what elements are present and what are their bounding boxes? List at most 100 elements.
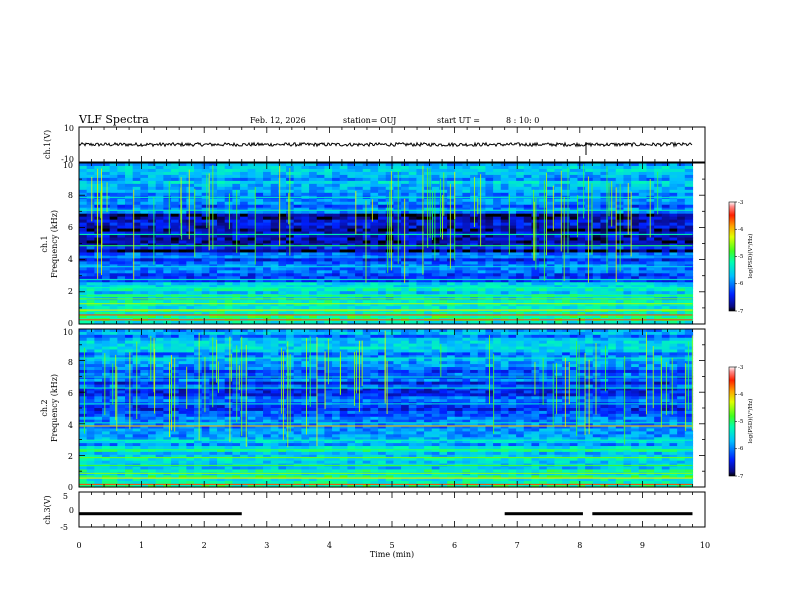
spectrogram-cell <box>316 279 325 283</box>
spectrogram-cell <box>148 315 157 319</box>
spectrogram-cell <box>539 267 548 271</box>
spectrogram-cell <box>186 168 195 173</box>
spectrogram-cell <box>324 180 333 185</box>
spectrogram-cell <box>370 273 379 277</box>
spectrogram-cell <box>347 210 356 215</box>
spectrogram-cell <box>171 306 180 310</box>
spectrogram-cell <box>194 276 203 280</box>
spectrogram-cell <box>316 231 325 236</box>
spectrogram-cell <box>255 207 264 212</box>
spectrogram-cell <box>263 315 272 319</box>
spectrogram-cell <box>117 261 126 265</box>
spectrogram-cell <box>516 288 525 292</box>
spectrogram-cell <box>301 207 310 212</box>
spectrogram-cell <box>102 174 111 179</box>
spectrogram-cell <box>163 198 172 203</box>
spectrogram-cell <box>408 222 418 227</box>
spectrogram-cell <box>677 207 686 212</box>
spectrogram-cell <box>355 165 364 170</box>
spectrogram-cell <box>255 261 264 265</box>
spectrogram-cell <box>378 337 387 342</box>
spectrogram-cell <box>531 273 540 277</box>
spectrogram-cell <box>278 171 287 176</box>
spectrogram-cell <box>608 273 617 277</box>
spectrogram-cell <box>684 303 694 307</box>
spectrogram-cell <box>393 183 402 188</box>
spectrogram-cell <box>278 204 287 209</box>
spectrogram-cell <box>577 240 586 245</box>
spectrogram-cell <box>370 225 379 230</box>
ch1-ylabel: ch.1(V) <box>43 130 52 159</box>
spectrogram-cell <box>163 303 172 307</box>
spectrogram-cell <box>263 201 272 206</box>
spectrogram-cell <box>654 306 663 310</box>
spectrogram-cell <box>194 171 203 176</box>
spectrogram-cell <box>439 168 448 173</box>
spectrogram-cell <box>661 291 671 295</box>
spectrogram-cell <box>569 267 579 271</box>
spectrogram-cell <box>585 329 594 333</box>
spectrogram-cell <box>171 189 180 194</box>
sferic <box>473 176 475 227</box>
spectrogram-cell <box>485 201 494 206</box>
spectrogram-cell <box>493 183 502 188</box>
spectrogram-cell <box>577 249 586 254</box>
spectrogram-cell <box>163 312 172 316</box>
spectrogram-cell <box>355 216 364 221</box>
spectrogram-cell <box>109 207 118 212</box>
spectrogram-cell <box>155 249 164 254</box>
spectrogram-cell <box>546 267 556 271</box>
spectrogram-cell <box>416 246 425 251</box>
spectrogram-cell <box>585 234 594 239</box>
spectrogram-cell <box>539 329 548 333</box>
spectrogram-cell <box>240 183 249 188</box>
spectrogram-cell <box>155 189 164 194</box>
spectrogram-cell <box>500 210 510 215</box>
spectrogram-cell <box>393 334 402 339</box>
spectrogram-cell <box>554 300 563 304</box>
spectrogram-cell <box>393 174 402 179</box>
spectrogram-cell <box>477 270 487 274</box>
spectrogram-cell <box>355 258 364 262</box>
spectrogram-cell <box>523 237 533 242</box>
spectrogram-cell <box>569 329 579 333</box>
spectrogram-cell <box>324 315 333 319</box>
spectrogram-cell <box>270 331 279 336</box>
spectrogram-cell <box>278 334 287 339</box>
spectrogram-cell <box>132 189 141 194</box>
spectrogram-cell <box>577 231 586 236</box>
spectrogram-cell <box>477 258 487 262</box>
spectrogram-cell <box>201 192 210 197</box>
spectrogram-cell <box>132 201 141 206</box>
spectrogram-cell <box>608 337 617 342</box>
spectrogram-cell <box>470 163 479 167</box>
spectrogram-cell <box>247 309 256 313</box>
spectrogram-cell <box>79 340 88 345</box>
spectrogram-cell <box>148 270 157 274</box>
spectrogram-cell <box>600 222 609 227</box>
spectrogram-cell <box>163 183 172 188</box>
spectrogram-cell <box>109 331 118 336</box>
sferic <box>608 182 610 217</box>
spectrogram-cell <box>615 334 625 339</box>
spectrogram-cell <box>163 315 172 319</box>
spectrogram-cell <box>240 210 249 215</box>
spectrogram-cell <box>255 303 264 307</box>
spectrogram-cell <box>631 180 640 185</box>
spectrogram-cell <box>600 216 609 221</box>
spectrogram-cell <box>309 270 318 274</box>
spectrogram-cell <box>79 279 88 283</box>
spectrogram-cell <box>332 201 341 206</box>
spectrogram-cell <box>454 186 464 191</box>
spectrogram-cell <box>178 186 187 191</box>
spectrogram-cell <box>178 165 187 170</box>
spectrogram-cell <box>194 183 203 188</box>
spectrogram-cell <box>523 331 533 336</box>
spectrogram-cell <box>132 246 141 251</box>
spectrogram-cell <box>217 334 226 339</box>
spectrogram-cell <box>577 225 586 230</box>
spectrogram-cell <box>623 216 632 221</box>
spectrogram-cell <box>209 309 218 313</box>
spectrogram-cell <box>255 177 264 182</box>
spectrogram-cell <box>362 334 371 339</box>
